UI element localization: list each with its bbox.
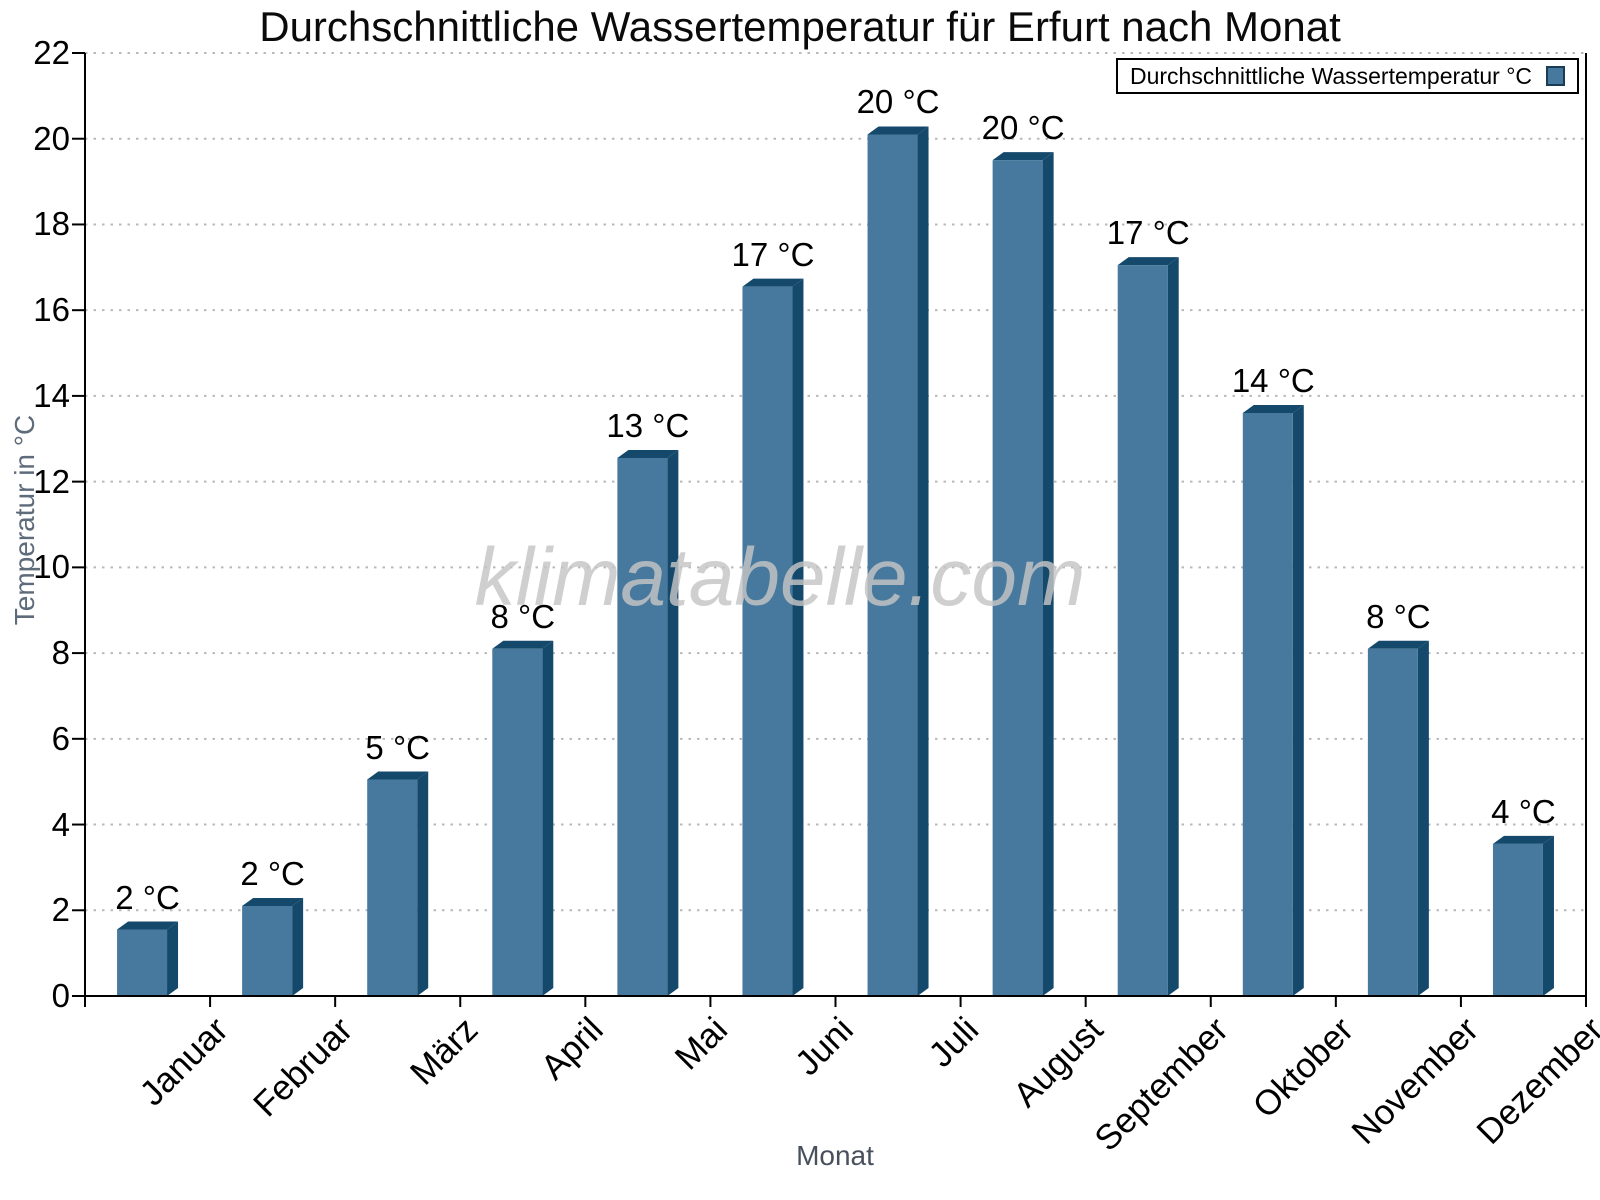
bar-top-face — [367, 771, 429, 780]
x-tick-label-september: September — [1087, 1010, 1236, 1159]
bar-side-face — [1292, 405, 1304, 996]
bar-side-face — [1542, 835, 1554, 996]
bar-value-label: 8 °C — [1366, 597, 1431, 635]
y-tick-label: 18 — [33, 205, 70, 243]
legend-label: Durchschnittliche Wassertemperatur °C — [1129, 62, 1532, 89]
x-tick-label-januar: Januar — [131, 1010, 236, 1114]
bar-top-face — [617, 450, 679, 459]
bar-side-face — [792, 278, 804, 996]
bar-top-face — [117, 921, 179, 930]
bar-top-face — [1492, 835, 1554, 844]
x-tick-label-april: April — [533, 1010, 611, 1088]
bar-top-face — [992, 152, 1054, 161]
x-tick-label-juli: Juli — [920, 1010, 986, 1075]
bar-value-label: 5 °C — [365, 728, 430, 766]
legend: Durchschnittliche Wassertemperatur °C — [1115, 58, 1579, 94]
x-tick-label-dezember: Dezember — [1469, 1010, 1600, 1152]
y-tick-label: 0 — [51, 977, 70, 1014]
bar-side-face — [417, 771, 429, 996]
bar — [1492, 843, 1543, 996]
y-tick-label: 22 — [33, 34, 70, 71]
bar — [1117, 265, 1168, 996]
bar — [242, 905, 293, 996]
bar-value-label: 2 °C — [115, 878, 180, 916]
y-tick-label: 20 — [33, 119, 70, 157]
bar-top-face — [242, 897, 304, 906]
x-axis-title: Monat — [796, 1140, 874, 1171]
bar-value-label: 8 °C — [490, 597, 556, 635]
bar-top-face — [1367, 640, 1429, 649]
x-tick-label-mai: Mai — [667, 1010, 736, 1078]
bar — [617, 458, 668, 996]
bar-top-face — [867, 126, 929, 135]
y-tick-label: 14 — [33, 376, 70, 414]
y-tick-label: 6 — [51, 719, 70, 757]
bar-side-face — [167, 921, 179, 996]
bar-side-face — [917, 126, 929, 996]
bar-top-face — [492, 640, 554, 649]
bar-value-label: 14 °C — [1231, 362, 1315, 400]
y-tick-label: 4 — [51, 805, 70, 843]
bar — [492, 648, 543, 996]
bar-side-face — [1417, 640, 1429, 996]
y-tick-label: 8 — [51, 634, 70, 672]
bar — [1367, 648, 1418, 996]
bar-top-face — [1117, 257, 1179, 266]
y-tick-label: 2 — [51, 891, 70, 929]
bar-value-label: 2 °C — [240, 854, 305, 892]
y-tick-label: 16 — [33, 291, 70, 329]
bar-side-face — [1167, 257, 1179, 996]
bar — [992, 160, 1043, 997]
bar-value-label: 20 °C — [856, 83, 940, 121]
bar-side-face — [1042, 152, 1054, 997]
bar-value-label: 17 °C — [731, 235, 815, 273]
bar — [742, 286, 793, 996]
bar-side-face — [542, 640, 554, 996]
bar — [1242, 413, 1293, 996]
bar-top-face — [742, 278, 804, 287]
bar-top-face — [1242, 405, 1304, 414]
x-tick-label-oktober: Oktober — [1245, 1010, 1361, 1126]
bar-side-face — [667, 450, 679, 996]
bar — [867, 134, 918, 996]
bar-value-label: 20 °C — [981, 109, 1065, 147]
x-tick-label-juni: Juni — [787, 1010, 861, 1083]
x-tick-label-november: November — [1344, 1010, 1486, 1152]
y-axis-title: Temperatur in °C — [9, 414, 40, 626]
bar-value-label: 13 °C — [606, 407, 690, 445]
bar-value-label: 4 °C — [1491, 792, 1556, 830]
x-tick-label-august: August — [1006, 1010, 1111, 1115]
bar-side-face — [292, 897, 304, 996]
bar — [367, 779, 418, 996]
x-tick-label-februar: Februar — [245, 1010, 361, 1125]
chart-title: Durchschnittliche Wassertemperatur für E… — [259, 3, 1341, 50]
y-tick-label: 10 — [33, 548, 70, 586]
bar — [117, 929, 168, 996]
legend-swatch-icon — [1546, 66, 1565, 86]
x-tick-label-märz: März — [402, 1010, 486, 1093]
bar-value-label: 17 °C — [1106, 214, 1190, 252]
y-tick-label: 12 — [33, 462, 70, 500]
